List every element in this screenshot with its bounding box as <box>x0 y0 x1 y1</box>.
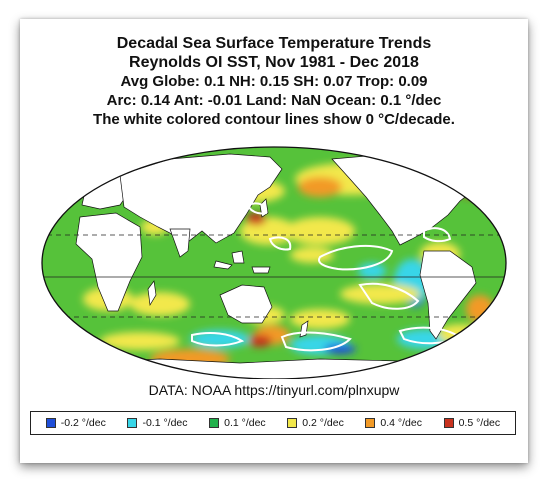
legend-item: 0.5 °/dec <box>443 417 501 429</box>
legend-item: 0.4 °/dec <box>365 417 422 429</box>
land-greenland <box>427 148 471 170</box>
title-block: Decadal Sea Surface Temperature Trends R… <box>20 34 528 129</box>
title-line-2: Reynolds OI SST, Nov 1981 - Dec 2018 <box>129 54 419 71</box>
legend-label: 0.5 °/dec <box>458 417 501 429</box>
legend-item: 0.2 °/dec <box>287 417 344 429</box>
legend-label: 0.2 °/dec <box>302 417 344 429</box>
contour-note: The white colored contour lines show 0 °… <box>93 111 455 128</box>
stats-line-2: Arc: 0.14 Ant: -0.01 Land: NaN Ocean: 0.… <box>106 92 442 109</box>
legend: -0.2 °/dec -0.1 °/dec 0.1 °/dec 0.2 °/dec 0.… <box>30 411 516 435</box>
land-madagascar <box>147 280 157 307</box>
land-africa <box>75 212 143 312</box>
land-antarctica <box>69 358 491 379</box>
legend-item: -0.2 °/dec <box>45 417 106 429</box>
legend-swatch <box>127 418 138 428</box>
legend-item: 0.1 °/dec <box>209 417 266 429</box>
land-newguinea <box>251 266 271 274</box>
land-australia <box>219 284 273 324</box>
legend-label: -0.2 °/dec <box>60 417 106 429</box>
legend-swatch <box>287 418 298 428</box>
land-asia <box>119 153 283 246</box>
sst-trend-map <box>20 19 528 384</box>
land-borneo <box>231 250 245 264</box>
title-line-1: Decadal Sea Surface Temperature Trends <box>116 35 432 52</box>
legend-label: 0.4 °/dec <box>380 417 422 429</box>
legend-swatch <box>45 418 56 428</box>
data-source: DATA: NOAA https://tinyurl.com/plnxupw <box>148 382 400 398</box>
legend-item: -0.1 °/dec <box>127 417 188 429</box>
legend-swatch <box>443 418 454 428</box>
latitude-lines <box>42 234 506 318</box>
legend-swatch <box>365 418 376 428</box>
land-india <box>169 228 191 258</box>
stats-line-1: Avg Globe: 0.1 NH: 0.15 SH: 0.07 Trop: 0… <box>120 73 428 90</box>
land-sumatra <box>213 260 233 270</box>
legend-swatch <box>209 418 220 428</box>
legend-label: -0.1 °/dec <box>142 417 188 429</box>
figure-card: Decadal Sea Surface Temperature Trends R… <box>20 19 528 463</box>
legend-label: 0.1 °/dec <box>224 417 266 429</box>
